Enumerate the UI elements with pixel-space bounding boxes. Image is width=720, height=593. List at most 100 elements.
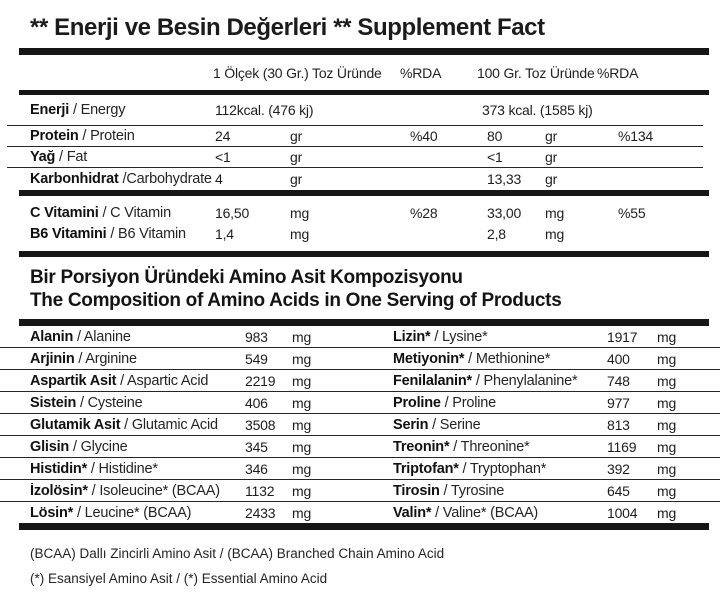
row-separator [7,167,703,168]
nutrient-name-en: / C Vitamin [102,204,171,221]
amino-heading-en: The Composition of Amino Acids in One Se… [30,290,562,311]
amino-value-right: 977 [607,394,630,411]
amino-name-en: / Cysteine [80,394,143,411]
per100-rda: %55 [618,204,646,221]
amino-unit-right: mg [657,372,677,389]
column-header-row: 1 Ölçek (30 Gr.) Toz Üründe %RDA 100 Gr.… [0,55,720,90]
amino-name-tr: Sistein [30,394,77,411]
per100-value: 80 [487,128,503,144]
amino-name-en: / Tyrosine [443,482,505,499]
amino-name-right: Serin / Serine [393,417,607,433]
amino-name-en: / Leucine* (BCAA) [76,504,192,521]
amino-value-left: 1132 [245,482,275,499]
amino-name-right: Valin* / Valine* (BCAA) [393,505,607,521]
amino-name-en: / Histidine* [90,460,158,477]
amino-value-right: 392 [607,460,630,477]
column-header-rda2: %RDA [597,64,639,81]
nutrient-row-protein: Protein / Protein 24 gr %40 80 gr %134 [0,126,720,146]
serving-value: 16,50 [215,204,250,221]
amino-name-left: Lösin* / Leucine* (BCAA) [30,505,245,521]
footnotes: (BCAA) Dallı Zincirli Amino Asit / (BCAA… [0,530,720,591]
nutrient-row-carbohydrate: Karbonhidrat /Carbohydrate 4 gr 13,33 gr [0,168,720,190]
serving-value: 24 [215,128,231,144]
amino-name-tr: Aspartik Asit [30,372,117,389]
per100-unit: mg [545,225,565,242]
amino-unit-left: mg [292,438,312,455]
serving-unit: mg [290,225,310,242]
amino-name-left: Aspartik Asit / Aspartic Acid [30,373,245,389]
amino-name-tr: Serin [393,416,429,433]
nutrient-name: Karbonhidrat /Carbohydrate [30,171,215,187]
amino-name-en: / Glutamic Acid [124,416,218,433]
column-header-per100: 100 Gr. Toz Üründe [477,64,595,81]
row-separator [7,146,703,147]
amino-name-tr: Histidin* [30,460,88,477]
amino-name-en: / Serine [432,416,481,433]
amino-value-right: 813 [607,416,630,433]
amino-name-tr: Arjinin [30,350,75,367]
amino-unit-right: mg [657,328,677,345]
nutrient-name: Yağ / Fat [30,149,215,165]
amino-name-en: / Lysine* [434,328,488,345]
amino-name-right: Lizin* / Lysine* [393,329,607,345]
per100-value: 13,33 [487,171,522,187]
amino-row: Sistein / Cysteine 406 mg Proline / Prol… [0,392,720,414]
nutrient-name-en: / B6 Vitamin [110,225,186,242]
nutrient-name: Protein / Protein [30,128,215,144]
amino-name-left: Glisin / Glycine [30,439,245,455]
amino-value-left: 346 [245,460,268,477]
amino-name-left: Sistein / Cysteine [30,395,245,411]
amino-unit-right: mg [657,438,677,455]
section-divider-bar [19,251,709,257]
amino-unit-right: mg [657,460,677,477]
amino-unit-right: mg [657,482,677,499]
amino-name-left: Alanin / Alanine [30,329,245,345]
amino-name-en: / Proline [444,394,497,411]
column-header-serving: 1 Ölçek (30 Gr.) Toz Üründe [213,64,382,81]
per100-value: <1 [487,149,503,165]
energy-per100-value: 373 kcal. (1585 kj) [482,102,593,118]
section-divider-bar [19,48,709,55]
amino-value-right: 1917 [607,328,638,345]
amino-value-left: 345 [245,438,268,455]
amino-unit-left: mg [292,482,312,499]
section-divider-bar [19,190,709,196]
amino-value-left: 549 [245,350,268,367]
amino-name-en: / Tryptophan* [462,460,547,477]
amino-value-left: 2433 [245,504,276,521]
amino-section-heading: Bir Porsiyon Üründeki Amino Asit Kompozi… [0,257,720,319]
amino-value-left: 983 [245,328,268,345]
amino-unit-left: mg [292,328,312,345]
per100-unit: mg [545,204,565,221]
amino-unit-right: mg [657,394,677,411]
amino-name-tr: Lizin* [393,328,431,345]
serving-value: 1,4 [215,225,234,242]
amino-row: Histidin* / Histidine* 346 mg Triptofan*… [0,458,720,480]
amino-name-right: Proline / Proline [393,395,607,411]
amino-name-right: Metiyonin* / Methionine* [393,351,607,367]
serving-value: <1 [215,149,231,165]
amino-name-en: / Isoleucine* (BCAA) [91,482,220,499]
nutrient-name-tr: Karbonhidrat [30,171,119,187]
amino-name-left: Glutamik Asit / Glutamic Acid [30,417,245,433]
amino-name-left: Arjinin / Arginine [30,351,245,367]
amino-name-right: Tirosin / Tyrosine [393,483,607,499]
nutrient-name-tr: Protein [30,128,79,144]
energy-serving-value: 112kcal. (476 kj) [215,102,314,118]
serving-rda: %28 [410,204,438,221]
nutrient-name: B6 Vitamini / B6 Vitamin [30,226,215,242]
amino-unit-right: mg [657,350,677,367]
amino-name-tr: Tirosin [393,482,440,499]
nutrient-name-tr: Yağ [30,149,56,165]
amino-unit-left: mg [292,416,312,433]
serving-rda: %40 [410,128,438,144]
amino-acid-table: Alanin / Alanine 983 mg Lizin* / Lysine*… [0,326,720,523]
section-divider-bar [19,90,709,95]
amino-name-right: Triptofan* / Tryptophan* [393,461,607,477]
column-header-rda1: %RDA [400,64,442,81]
amino-name-en: / Aspartic Acid [120,372,209,389]
nutrient-name-tr: Enerji [30,102,70,118]
amino-name-tr: Glutamik Asit [30,416,121,433]
amino-unit-right: mg [657,504,677,521]
